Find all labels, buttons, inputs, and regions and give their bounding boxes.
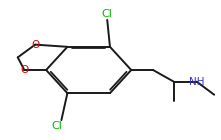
Text: O: O bbox=[20, 65, 29, 75]
Text: O: O bbox=[31, 40, 39, 50]
Text: NH: NH bbox=[189, 77, 204, 87]
Text: Cl: Cl bbox=[102, 9, 113, 19]
Text: Cl: Cl bbox=[51, 121, 63, 131]
